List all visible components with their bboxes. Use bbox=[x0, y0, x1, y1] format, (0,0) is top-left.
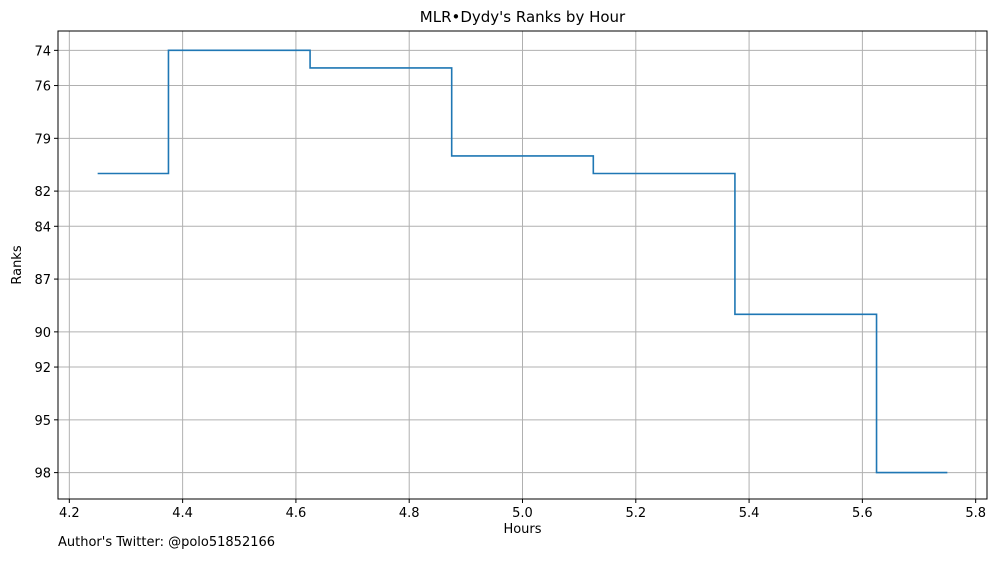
x-tick-label: 4.4 bbox=[172, 506, 193, 521]
y-tick-label: 74 bbox=[34, 44, 51, 59]
x-tick-label: 4.2 bbox=[59, 506, 80, 521]
x-tick-label: 5.8 bbox=[965, 506, 986, 521]
y-tick-label: 95 bbox=[34, 414, 51, 429]
y-tick-label: 92 bbox=[34, 361, 51, 376]
y-tick-label: 84 bbox=[34, 220, 51, 235]
x-tick-label: 5.0 bbox=[512, 506, 533, 521]
y-tick-label: 79 bbox=[34, 132, 51, 147]
ticks-layer: 4.2 4.4 4.6 4.8 5.0 5.2 5.4 5.6 5.8 74 76 79 82 84 87 9… bbox=[34, 44, 986, 521]
y-tick-label: 82 bbox=[34, 185, 51, 200]
y-tick-label: 90 bbox=[34, 326, 51, 341]
grid-layer bbox=[58, 31, 987, 499]
x-tick-label: 4.6 bbox=[286, 506, 307, 521]
x-tick-label: 5.2 bbox=[625, 506, 646, 521]
y-tick-label: 76 bbox=[34, 80, 51, 95]
y-axis-label: Ranks bbox=[10, 245, 25, 284]
rank-step-line bbox=[97, 49, 948, 474]
author-twitter-footnote: Author's Twitter: @polo51852166 bbox=[58, 535, 276, 550]
x-tick-label: 5.4 bbox=[739, 506, 760, 521]
x-tick-label: 4.8 bbox=[399, 506, 420, 521]
chart-title: MLR•Dydy's Ranks by Hour bbox=[420, 8, 626, 26]
x-tick-label: 5.6 bbox=[852, 506, 873, 521]
y-tick-label: 98 bbox=[34, 467, 51, 482]
x-axis-label: Hours bbox=[503, 522, 541, 537]
y-tick-label: 87 bbox=[34, 273, 51, 288]
series-layer bbox=[97, 49, 948, 474]
